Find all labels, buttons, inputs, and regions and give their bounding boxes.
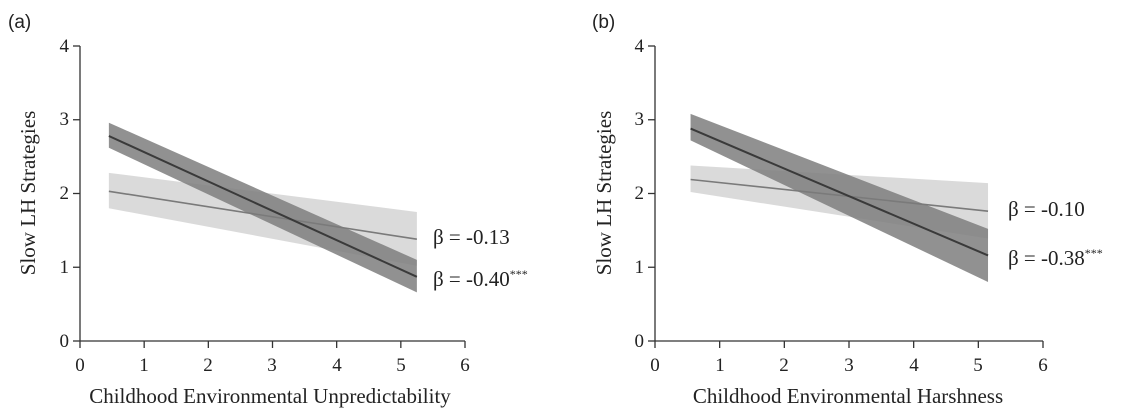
panel-a-band-2 (108, 122, 417, 293)
panel-b-x-tick-label-2: 2 (779, 355, 789, 376)
panel-b-beta-label-2: β = -0.38*** (1008, 246, 1103, 270)
panel-b-y-tick-label-1: 1 (635, 257, 645, 278)
panel-b-line-1 (690, 178, 989, 212)
panel-b-x-axis-title: Childhood Environmental Harshness (693, 384, 1003, 408)
panel-b-y-axis-title: Slow LH Strategies (592, 111, 616, 275)
panel-a-x-tick-label-1: 1 (139, 355, 149, 376)
panel-a-beta-label-2: β = -0.40*** (433, 267, 528, 291)
panel-a-x-tick-label-0: 0 (75, 355, 85, 376)
panel-a-y-tick-label-0: 0 (60, 331, 70, 352)
panel-a-x-tick-label-3: 3 (267, 355, 277, 376)
panel-b-x-tick-label-6: 6 (1038, 355, 1048, 376)
panel-b-y-ticks (648, 45, 655, 342)
panel-a-letter: (a) (8, 12, 31, 33)
panel-a-y-tick-label-3: 3 (60, 109, 70, 130)
panel-a: (a) 0 1 2 3 4 0 1 2 3 4 5 6 Childhood En… (8, 12, 528, 408)
panel-b-letter: (b) (592, 12, 615, 33)
panel-a-y-tick-label-4: 4 (60, 36, 70, 57)
panel-b-x-tick-label-5: 5 (973, 355, 983, 376)
panel-a-y-axis-title: Slow LH Strategies (16, 111, 40, 275)
panel-a-y-tick-label-2: 2 (60, 183, 70, 204)
panel-b-x-tick-label-0: 0 (650, 355, 660, 376)
panel-b-beta-label-1: β = -0.10 (1008, 197, 1085, 221)
panel-b-x-ticks (654, 341, 1044, 348)
panel-a-beta-label-1: β = -0.13 (433, 225, 510, 249)
panel-b-y-tick-label-2: 2 (635, 183, 645, 204)
panel-a-plot (108, 122, 418, 293)
panel-a-x-axis-title: Childhood Environmental Unpredictability (89, 384, 451, 408)
panel-b-band-2 (690, 113, 989, 282)
panel-b-line-2 (690, 127, 989, 257)
panel-a-x-tick-label-6: 6 (460, 355, 470, 376)
panel-b-x-tick-label-3: 3 (844, 355, 854, 376)
panel-a-x-tick-label-2: 2 (203, 355, 213, 376)
panel-a-y-ticks (73, 45, 80, 342)
panel-b-plot (690, 113, 989, 282)
panel-b-x-tick-label-1: 1 (715, 355, 725, 376)
panel-a-y-tick-label-1: 1 (60, 257, 70, 278)
panel-a-x-tick-label-5: 5 (396, 355, 406, 376)
panel-b-y-tick-label-0: 0 (635, 331, 645, 352)
panel-a-line-1 (108, 190, 417, 241)
panel-a-x-tick-label-4: 4 (332, 355, 342, 376)
panel-b: (b) 0 1 2 3 4 0 1 2 3 4 5 6 Childhood En… (592, 12, 1103, 408)
panel-b-x-tick-label-4: 4 (909, 355, 919, 376)
panel-a-line-2 (108, 135, 418, 278)
panel-a-x-ticks (79, 341, 466, 348)
panel-b-y-tick-label-3: 3 (635, 109, 645, 130)
panel-b-y-tick-label-4: 4 (635, 36, 645, 57)
